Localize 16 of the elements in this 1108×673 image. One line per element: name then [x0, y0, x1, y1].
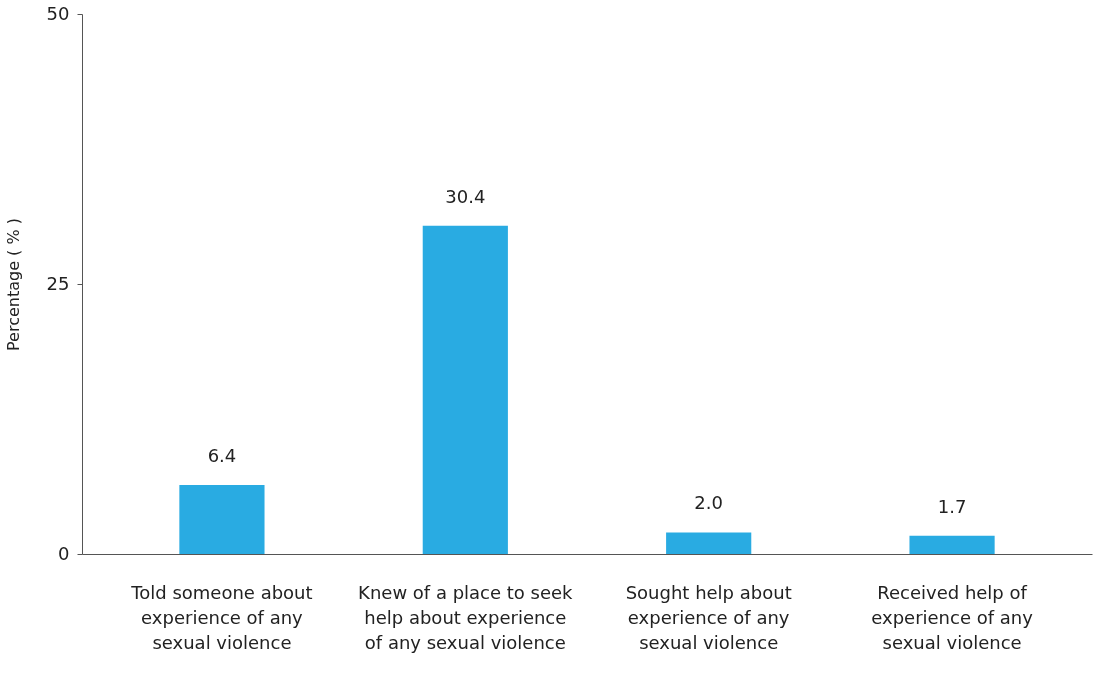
- data-label: 6.4: [207, 444, 237, 466]
- x-tick-label: Sought help about experience of any sexual violence: [625, 581, 792, 653]
- x-tick-label: Told someone about experience of any sexual violence: [130, 581, 313, 653]
- data-label: 1.7: [937, 495, 967, 517]
- y-tick-label: 50: [46, 2, 70, 24]
- data-label: 2.0: [694, 492, 724, 514]
- y-tick-label: 25: [46, 272, 70, 294]
- bar: [422, 225, 508, 554]
- data-label: 30.4: [445, 185, 486, 207]
- y-tick-label: 0: [58, 542, 70, 564]
- bar: [179, 484, 265, 554]
- x-tick-label: Knew of a place to seek help about experience of any sexual violence: [358, 581, 574, 653]
- x-tick-label: Received help of experience of any sexual violence: [871, 581, 1034, 653]
- bar: [909, 535, 995, 554]
- y-axis-title: Percentage ( % ): [3, 218, 23, 351]
- bar: [666, 532, 752, 554]
